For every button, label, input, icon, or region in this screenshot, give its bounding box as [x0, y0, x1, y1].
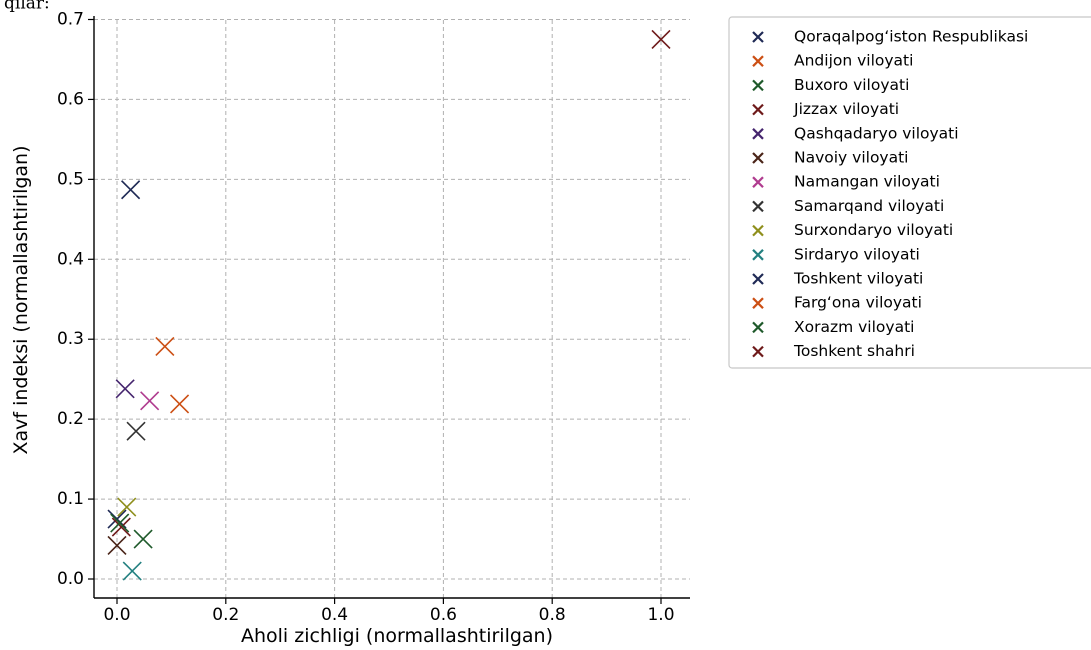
x-axis-label: Aholi zichligi (normallashtirilgan)	[241, 625, 553, 647]
legend-entries: Qoraqalpogʻiston Respublikasi Andijon vil…	[752, 28, 1028, 360]
legend-label: Namangan viloyati	[794, 173, 940, 191]
legend-entry: Navoiy viloyati	[752, 149, 908, 167]
axes	[88, 16, 690, 604]
y-tick-label: 0.6	[57, 89, 84, 109]
legend-label: Qashqadaryo viloyati	[794, 124, 959, 142]
legend-entry: Andijon viloyati	[752, 52, 913, 70]
legend-entry: Qashqadaryo viloyati	[752, 124, 959, 142]
data-point	[133, 529, 153, 549]
data-point	[115, 379, 135, 399]
legend: Qoraqalpogʻiston Respublikasi Andijon vil…	[728, 16, 1091, 369]
y-tick-label: 0.4	[57, 249, 84, 269]
data-point	[155, 336, 175, 356]
legend-label: Navoiy viloyati	[794, 149, 908, 167]
legend-marker	[752, 103, 764, 116]
data-points	[107, 29, 671, 581]
data-point	[117, 497, 137, 517]
data-point	[121, 180, 141, 200]
legend-label: Xorazm viloyati	[794, 318, 914, 336]
y-tick-label: 0.0	[57, 569, 84, 589]
data-point	[169, 394, 190, 414]
y-tick-label: 0.3	[57, 329, 84, 349]
data-point	[107, 535, 127, 555]
x-tick-label: 0.8	[539, 605, 566, 625]
legend-box	[728, 16, 1091, 369]
data-point	[110, 513, 130, 533]
y-axis-label: Xavf indeksi (normallashtirilgan)	[10, 145, 32, 454]
y-tick-label: 0.5	[57, 169, 84, 189]
legend-marker	[752, 345, 764, 358]
data-point	[651, 29, 671, 50]
legend-marker	[752, 55, 764, 67]
x-tick-label: 0.0	[103, 605, 130, 625]
legend-entry: Buxoro viloyati	[752, 76, 909, 94]
legend-marker	[752, 321, 764, 334]
legend-label: Buxoro viloyati	[794, 76, 909, 94]
legend-entry: Namangan viloyati	[752, 173, 940, 191]
legend-entry: Toshkent viloyati	[752, 270, 923, 288]
legend-entry: Qoraqalpogʻiston Respublikasi	[752, 28, 1028, 46]
x-tick-label: 0.4	[321, 605, 348, 625]
y-tick-label: 0.7	[57, 10, 84, 30]
data-point	[140, 391, 160, 411]
data-point	[111, 517, 131, 537]
x-tick-label: 0.6	[430, 605, 457, 625]
top-text-fragment: qilar:	[4, 0, 50, 14]
legend-marker	[752, 297, 764, 309]
legend-label: Jizzax viloyati	[793, 100, 899, 118]
legend-label: Sirdaryo viloyati	[794, 245, 920, 263]
legend-label: Fargʻona viloyati	[794, 294, 922, 312]
data-point	[122, 561, 142, 581]
legend-entry: Sirdaryo viloyati	[752, 245, 920, 263]
legend-marker	[752, 79, 764, 92]
legend-label: Surxondaryo viloyati	[794, 221, 953, 239]
legend-entry: Xorazm viloyati	[752, 318, 914, 336]
grid-lines	[94, 19, 690, 598]
legend-marker	[752, 128, 764, 140]
data-point	[126, 421, 146, 441]
legend-marker	[752, 224, 764, 237]
legend-entry: Samarqand viloyati	[752, 197, 944, 215]
legend-marker	[752, 249, 764, 261]
legend-marker	[752, 31, 764, 43]
y-tick-label: 0.1	[57, 489, 84, 509]
legend-label: Toshkent shahri	[793, 342, 915, 360]
legend-label: Qoraqalpogʻiston Respublikasi	[794, 28, 1028, 46]
legend-marker	[752, 200, 764, 213]
legend-entry: Surxondaryo viloyati	[752, 221, 953, 239]
legend-marker	[752, 176, 764, 188]
legend-label: Toshkent viloyati	[793, 270, 923, 288]
legend-entry: Jizzax viloyati	[752, 100, 899, 118]
legend-entry: Fargʻona viloyati	[752, 294, 922, 312]
y-tick-label: 0.2	[57, 409, 84, 429]
legend-label: Samarqand viloyati	[794, 197, 944, 215]
x-tick-label: 1.0	[647, 605, 674, 625]
x-tick-label: 0.2	[212, 605, 239, 625]
legend-marker	[752, 273, 764, 285]
legend-marker	[752, 152, 764, 164]
tick-labels: 0.0 0.2 0.4 0.6 0.8 1.0 0.0 0.1 0.2 0.3 0.4 0.5 0.6 0…	[57, 10, 675, 626]
legend-label: Andijon viloyati	[794, 52, 913, 70]
legend-entry: Toshkent shahri	[752, 342, 915, 360]
